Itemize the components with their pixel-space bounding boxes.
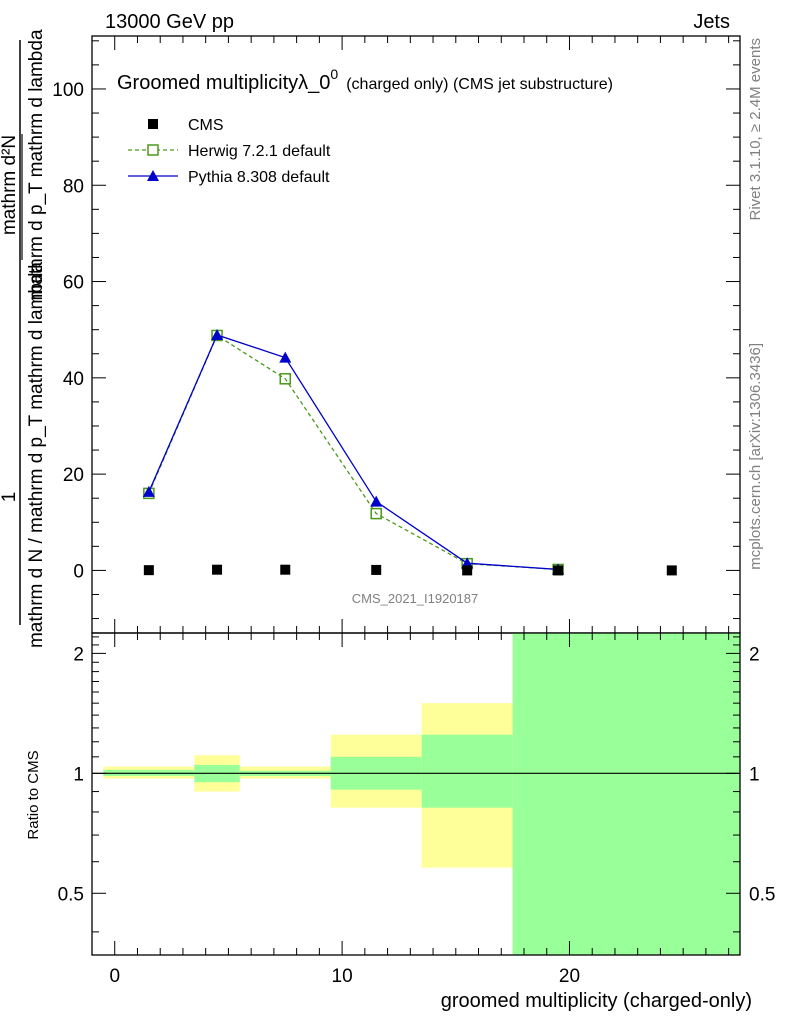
cms-data-point: [371, 564, 382, 575]
y-tick-label: 0: [73, 561, 84, 582]
y-tick-label: 20: [63, 465, 84, 486]
analysis-watermark: CMS_2021_I1920187: [352, 591, 479, 606]
legend-pythia-marker: [147, 170, 159, 181]
plot-title: Groomed multiplicityλ_00(charged only) (…: [117, 66, 613, 94]
cms-data-point: [666, 565, 677, 576]
x-axis-title: groomed multiplicity (charged-only): [441, 990, 752, 1012]
ratio-panel: 0.5 0.51 12 20 10 20: [58, 632, 775, 987]
x-tick-label: 10: [332, 966, 353, 987]
y-title-numerator: 1: [0, 492, 20, 503]
rivet-version-label: Rivet 3.1.10, ≥ 2.4M events: [747, 38, 764, 221]
ratio-stat-uncertainty-band: [421, 734, 513, 808]
y-tick-label: 100: [52, 80, 84, 101]
ratio-frame: [91, 632, 741, 956]
y-title-right-denominator: mathrm d p_T mathrm d lambda: [26, 29, 47, 300]
cms-data-point: [212, 564, 223, 575]
ratio-bands: [103, 633, 740, 955]
plot-title-main: Groomed multiplicityλ_00(charged only) (…: [117, 66, 613, 94]
legend: CMS Herwig 7.2.1 default Pythia 8.308 defa…: [128, 117, 331, 186]
ratio-axis-ticks: 0.5 0.51 12 20 10 20: [58, 633, 775, 987]
ratio-y-tick-label: 0.5: [58, 884, 84, 905]
legend-label: Pythia 8.308 default: [188, 169, 330, 186]
herwig-data-point: [370, 507, 382, 520]
main-axis-ticks: 0 20 40 60 80 100: [52, 36, 740, 633]
ratio-y-axis-title: Ratio to CMS: [25, 750, 42, 839]
y-tick-label: 60: [63, 273, 84, 294]
ratio-y-tick-label: 1: [73, 764, 84, 785]
main-panel: 0 20 40 60 80 100 CMS_2021_I1920187 Groomed m…: [52, 35, 741, 634]
main-y-axis-title: 1 mathrm d N / mathrm d p_T mathrm d lam…: [0, 29, 47, 648]
legend-label: Herwig 7.2.1 default: [188, 143, 331, 160]
y-title-right-numerator: mathrm d²N: [0, 135, 20, 235]
pythia-data-point: [211, 328, 224, 340]
y-title-denominator: mathrm d N / mathrm d p_T mathrm d lambd…: [26, 262, 47, 649]
legend-herwig-marker: [147, 144, 159, 156]
y-tick-label: 40: [63, 369, 84, 390]
x-tick-label: 0: [109, 966, 120, 987]
pythia-data-point: [370, 495, 383, 507]
main-series: [142, 328, 677, 576]
ratio-y-tick-label-right: 1: [749, 764, 760, 785]
ratio-y-tick-label: 2: [73, 644, 84, 665]
ratio-y-tick-label-right: 0.5: [749, 884, 775, 905]
legend-cms-marker: [148, 119, 158, 129]
ratio-stat-uncertainty-band: [512, 633, 740, 955]
pythia-data-point: [279, 351, 292, 363]
mcplots-reference-label: mcplots.cern.ch [arXiv:1306.3436]: [747, 343, 764, 570]
category-label: Jets: [693, 11, 730, 33]
cms-data-point: [143, 565, 154, 576]
legend-label: CMS: [188, 117, 224, 134]
cms-data-point: [280, 564, 291, 575]
series-line: [148, 334, 559, 571]
y-tick-label: 80: [63, 176, 84, 197]
energy-label: 13000 GeV pp: [105, 11, 234, 33]
series-line: [148, 334, 559, 571]
pythia-data-point: [142, 485, 155, 497]
ratio-y-tick-label-right: 2: [749, 644, 760, 665]
cms-data-point: [553, 565, 564, 576]
cms-data-point: [462, 565, 473, 576]
herwig-data-point: [279, 373, 292, 385]
x-tick-label: 20: [559, 966, 580, 987]
